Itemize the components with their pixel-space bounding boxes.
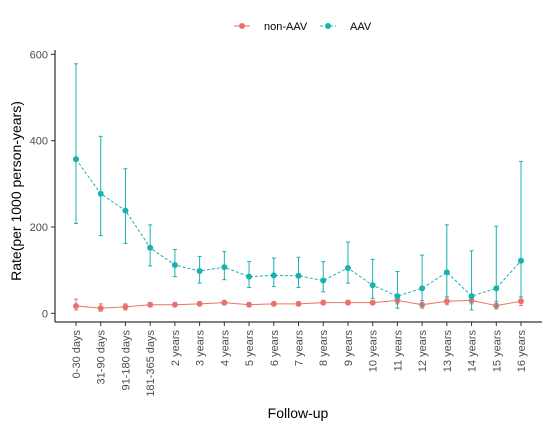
data-point-non-aav — [122, 303, 129, 310]
data-point-aav — [97, 190, 104, 197]
plot-area — [73, 63, 524, 312]
x-tick-label: 11 years — [392, 330, 404, 372]
y-tick-label: 400 — [30, 136, 48, 148]
x-tick-label: 31-90 days — [96, 330, 108, 385]
data-point-non-aav — [369, 299, 376, 306]
data-point-non-aav — [270, 300, 277, 307]
data-point-aav — [468, 293, 475, 300]
x-tick-label: 9 years — [343, 330, 355, 367]
data-point-aav — [369, 282, 376, 289]
data-point-non-aav — [171, 301, 178, 308]
data-point-aav — [295, 272, 302, 279]
legend-label-non-aav: non-AAV — [264, 21, 308, 33]
x-axis-title: Follow-up — [268, 405, 329, 421]
data-point-non-aav — [97, 305, 104, 312]
data-point-aav — [493, 285, 500, 292]
x-tick-label: 3 years — [195, 330, 207, 367]
data-point-aav — [246, 273, 253, 280]
x-tick-label: 16 years — [516, 330, 528, 373]
x-tick-label: 5 years — [244, 330, 256, 367]
data-point-aav — [344, 265, 351, 272]
x-tick-label: 4 years — [219, 330, 231, 367]
x-tick-label: 2 years — [170, 330, 182, 367]
data-point-non-aav — [196, 300, 203, 307]
series-non-aav — [73, 295, 524, 312]
data-point-non-aav — [147, 301, 154, 308]
legend-marker-aav — [325, 23, 331, 29]
data-point-aav — [419, 285, 426, 292]
x-tick-label: 14 years — [467, 330, 479, 373]
y-tick-label: 0 — [42, 308, 48, 320]
x-tick-label: 12 years — [417, 330, 429, 373]
data-point-aav — [196, 268, 203, 275]
data-point-aav — [171, 262, 178, 269]
data-point-aav — [518, 257, 524, 264]
legend: non-AAV AAV — [234, 21, 372, 33]
data-point-aav — [147, 244, 154, 251]
y-axis-title: Rate(per 1000 person-years) — [8, 101, 24, 281]
x-tick-label: 10 years — [368, 330, 380, 373]
axes: 0 200 400 600 0-30 days 31-90 days 91-180 days… — [30, 49, 542, 397]
x-tick-label: 8 years — [318, 330, 330, 367]
legend-marker-non-aav — [239, 23, 245, 29]
data-point-aav — [320, 277, 327, 284]
data-point-non-aav — [73, 303, 79, 310]
x-tick-label: 13 years — [442, 330, 454, 373]
data-point-non-aav — [518, 298, 524, 305]
legend-label-aav: AAV — [350, 21, 372, 33]
series-aav — [73, 63, 524, 311]
y-tick-label: 200 — [30, 222, 48, 234]
x-tick-label: 181-365 days — [145, 330, 157, 397]
data-point-aav — [73, 156, 79, 163]
x-tick-label: 0-30 days — [71, 330, 83, 379]
data-point-non-aav — [295, 300, 302, 307]
data-point-non-aav — [246, 301, 253, 308]
data-point-non-aav — [320, 299, 327, 306]
data-point-non-aav — [344, 299, 351, 306]
data-point-aav — [270, 272, 277, 279]
data-point-aav — [122, 207, 129, 214]
x-tick-label: 7 years — [294, 330, 306, 367]
x-tick-label: 6 years — [269, 330, 281, 367]
data-point-aav — [221, 264, 228, 271]
data-point-non-aav — [443, 298, 450, 305]
data-point-aav — [394, 293, 401, 300]
x-tick-label: 91-180 days — [120, 330, 132, 391]
x-tick-label: 15 years — [491, 330, 503, 373]
data-point-non-aav — [221, 299, 228, 306]
data-point-aav — [443, 269, 450, 276]
y-tick-label: 600 — [30, 49, 48, 61]
